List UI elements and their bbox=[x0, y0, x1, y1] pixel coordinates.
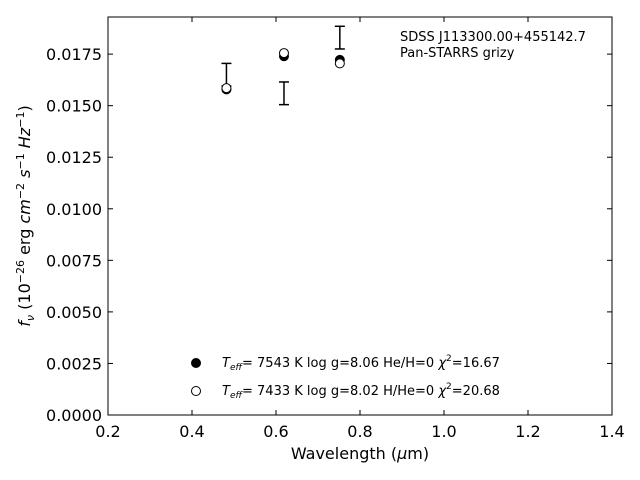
legend-entry-1: Teff= 7543 K log g=8.06 He/H=0 χ2=16.67 bbox=[222, 354, 500, 373]
data-point-open bbox=[278, 48, 289, 59]
y-tick-label: 0.0075 bbox=[46, 251, 102, 270]
y-tick-label: 0.0050 bbox=[46, 303, 102, 322]
x-tick-label: 0.6 bbox=[263, 422, 288, 441]
legend: Teff= 7543 K log g=8.06 He/H=0 χ2=16.67 … bbox=[191, 354, 500, 401]
y-axis-ticks: 0.0000 0.0025 0.0050 0.0075 0.0100 0.0125 0.01… bbox=[46, 45, 612, 425]
x-axis-ticks: 0.2 0.4 0.6 0.8 1.0 1.2 1.4 bbox=[95, 17, 625, 441]
legend-marker-open bbox=[191, 386, 201, 396]
model-points bbox=[221, 48, 345, 95]
data-point-open bbox=[221, 83, 232, 94]
x-tick-label: 0.4 bbox=[179, 422, 204, 441]
y-tick-label: 0.0025 bbox=[46, 354, 102, 373]
observed-errorbars bbox=[221, 25, 345, 106]
y-tick-label: 0.0100 bbox=[46, 200, 102, 219]
y-axis-label: fν (10−26 erg cm−2 s−1 Hz−1) bbox=[14, 105, 37, 326]
y-tick-label: 0.0175 bbox=[46, 45, 102, 64]
annotation-object-name: SDSS J113300.00+455142.7 bbox=[400, 30, 586, 45]
legend-entry-2: Teff= 7433 K log g=8.02 H/He=0 χ2=20.68 bbox=[222, 382, 500, 401]
y-tick-label: 0.0125 bbox=[46, 148, 102, 167]
x-axis-label: Wavelength (μm) bbox=[291, 444, 429, 463]
x-tick-label: 1.0 bbox=[431, 422, 456, 441]
legend-marker-filled bbox=[191, 358, 201, 368]
x-tick-label: 0.2 bbox=[95, 422, 120, 441]
y-tick-label: 0.0000 bbox=[46, 406, 102, 425]
x-tick-label: 1.2 bbox=[515, 422, 540, 441]
y-tick-label: 0.0150 bbox=[46, 97, 102, 116]
x-tick-label: 0.8 bbox=[347, 422, 372, 441]
data-point-open bbox=[334, 58, 345, 69]
annotation-survey: Pan-STARRS grizy bbox=[400, 46, 515, 61]
x-tick-label: 1.4 bbox=[599, 422, 624, 441]
